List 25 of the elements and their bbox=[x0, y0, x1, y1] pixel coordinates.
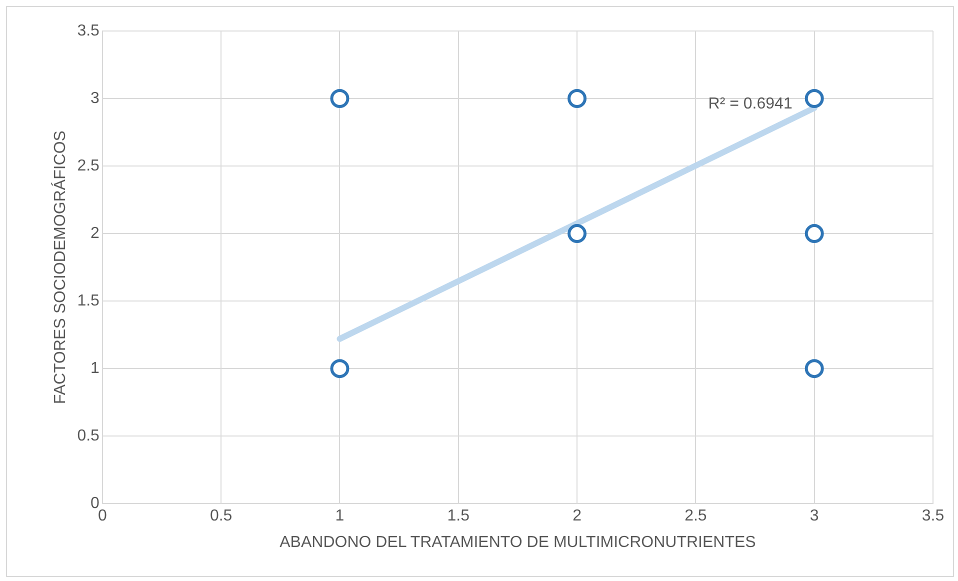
y-tick-label: 3.5 bbox=[77, 22, 100, 40]
y-tick-label: 0.5 bbox=[77, 427, 100, 444]
point bbox=[330, 89, 350, 108]
x-tick-label: 2.5 bbox=[684, 508, 707, 525]
annotation: R² = 0.6941 bbox=[708, 95, 792, 112]
x-tick-label: 1.5 bbox=[447, 508, 470, 525]
x-tick-label: 0.5 bbox=[210, 508, 232, 525]
point bbox=[330, 359, 350, 378]
x-tick-label: 3.5 bbox=[922, 508, 944, 525]
x-tick-label: 1 bbox=[335, 508, 344, 525]
point bbox=[804, 359, 824, 378]
point bbox=[568, 89, 587, 108]
x-tick-label: 3 bbox=[810, 508, 819, 525]
y-tick-label: 3 bbox=[90, 90, 100, 107]
point bbox=[804, 224, 824, 244]
x-tick-label: 2 bbox=[572, 508, 582, 525]
y-tick-label: 1.5 bbox=[77, 292, 100, 310]
y-tick-label: 0 bbox=[90, 495, 100, 512]
y-tick-label: 1 bbox=[90, 360, 100, 377]
y-tick-label: 2.5 bbox=[77, 157, 100, 174]
point bbox=[804, 89, 824, 108]
x-axis-title: ABANDONO DEL TRATAMIENTO DE MULTIMICRONUTRIENTES bbox=[280, 534, 756, 551]
y-axis-title: FACTORES SOCIODEMOGRÁFICOS bbox=[51, 130, 70, 404]
point bbox=[568, 224, 587, 244]
y-tick-label: 2 bbox=[90, 224, 100, 242]
